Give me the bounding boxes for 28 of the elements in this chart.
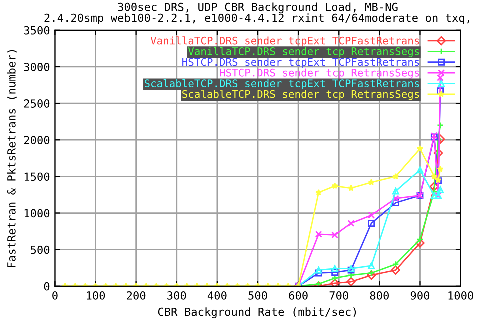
legend-label: HSTCP.DRS sender tcpExt TCPFastRetrans xyxy=(182,58,420,68)
legend-label: ScalableTCP.DRS sender tcp RetransSegs xyxy=(182,90,420,100)
y-tick-label: 3500 xyxy=(24,26,50,35)
x-tick-label: 100 xyxy=(87,292,106,300)
y-tick-label: 2000 xyxy=(24,136,50,145)
x-tick-label: 200 xyxy=(127,292,146,300)
x-tick-label: 0 xyxy=(52,292,58,300)
chart-title: 300sec DRS, UDP CBR Background Load, MB-NG 2.4.20smp web100-2.2.1, e1000-4.4.12 rxint 64/64moderate on txq, xyxy=(44,2,470,24)
x-tick-label: 800 xyxy=(370,292,389,300)
y-tick-label: 3000 xyxy=(24,62,50,72)
x-tick-label: 600 xyxy=(289,292,308,300)
y-tick-label: 500 xyxy=(31,246,50,254)
legend-label: ScalableTCP.DRS sender tcpExt TCPFastRetrans xyxy=(144,79,420,90)
legend-label: VanillaTCP.DRS sender tcpExt TCPFastRetrans xyxy=(150,36,420,47)
x-tick-label: 700 xyxy=(330,292,348,300)
y-tick-label: 2500 xyxy=(24,100,50,108)
legend-label: VanillaTCP.DRS sender tcp RetransSegs xyxy=(188,47,420,58)
x-tick-label: 500 xyxy=(248,292,268,300)
x-tick-label: 1000 xyxy=(448,292,474,300)
y-tick-label: 0 xyxy=(44,282,50,291)
x-tick-label: 400 xyxy=(208,292,227,300)
y-tick-label: 1000 xyxy=(24,209,50,218)
y-axis-title: FastRetran & PktsRetrans (number) xyxy=(7,50,18,268)
x-tick-label: 900 xyxy=(410,292,430,300)
y-tick-label: 1500 xyxy=(24,172,50,182)
legend-label: HSTCP.DRS sender tcp RetransSegs xyxy=(220,68,420,79)
x-axis-title: CBR Background Rate (mbit/sec) xyxy=(158,308,356,318)
x-tick-label: 300 xyxy=(168,292,186,300)
